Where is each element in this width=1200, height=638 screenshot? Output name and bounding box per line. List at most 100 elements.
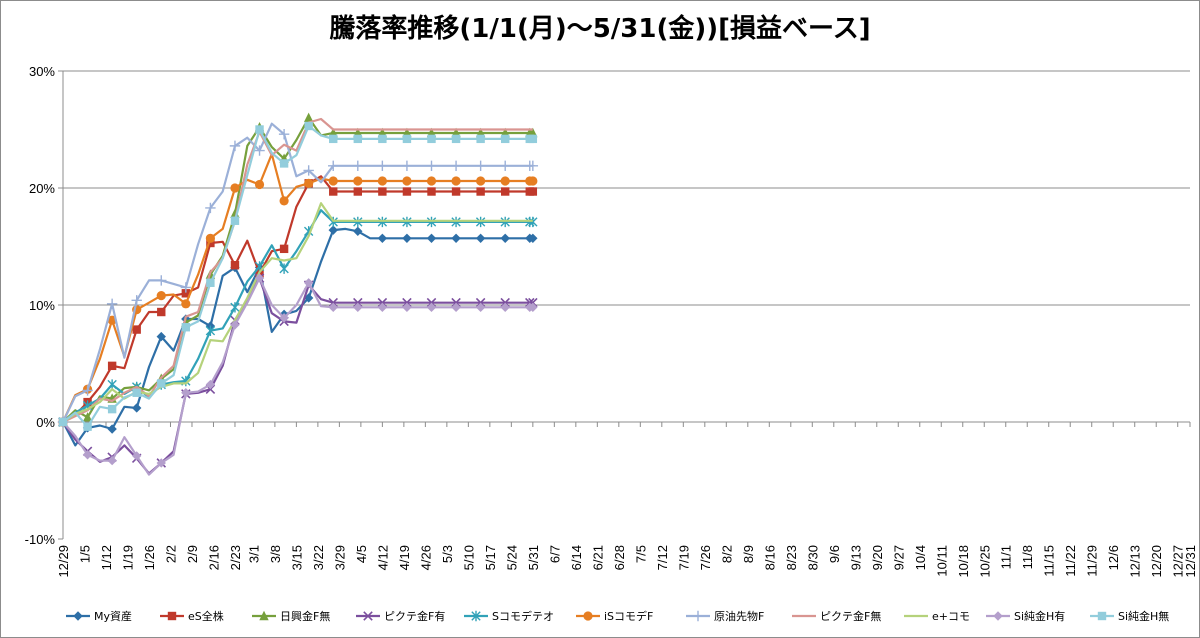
legend-item: My資産 bbox=[66, 610, 132, 623]
data-point bbox=[107, 379, 117, 390]
data-point bbox=[329, 134, 338, 144]
legend-marker bbox=[1097, 611, 1107, 621]
x-tick-label: 10/11 bbox=[934, 545, 949, 577]
data-point bbox=[528, 187, 538, 196]
data-point bbox=[230, 216, 240, 225]
data-point bbox=[107, 361, 117, 371]
legend-label: Sコモデテオ bbox=[492, 609, 554, 623]
data-point bbox=[181, 388, 191, 398]
x-tick-label: 1/26 bbox=[142, 545, 157, 570]
data-point bbox=[353, 134, 363, 144]
data-point bbox=[377, 216, 388, 228]
legend-item: eS全株 bbox=[160, 609, 224, 623]
data-point bbox=[501, 134, 510, 144]
data-point bbox=[181, 289, 191, 298]
data-point bbox=[157, 379, 166, 388]
x-tick-label: 7/26 bbox=[698, 545, 713, 570]
x-tick-label: 6/14 bbox=[569, 545, 584, 570]
legend-label: Si純金H無 bbox=[1118, 609, 1169, 623]
data-point bbox=[402, 302, 412, 313]
data-point bbox=[303, 112, 314, 122]
data-point bbox=[402, 216, 412, 228]
data-point bbox=[450, 160, 462, 171]
data-point bbox=[451, 134, 461, 144]
data-point bbox=[500, 233, 510, 244]
data-point bbox=[500, 216, 510, 228]
data-point bbox=[402, 176, 412, 186]
data-point bbox=[451, 302, 461, 313]
legend-item: iSコモデF bbox=[576, 609, 653, 623]
data-point bbox=[303, 165, 314, 176]
legend-item: ピクテ金F無 bbox=[792, 609, 881, 623]
data-point bbox=[230, 302, 240, 313]
data-point bbox=[402, 134, 412, 144]
data-point bbox=[131, 295, 142, 306]
data-point bbox=[451, 216, 461, 228]
x-tick-label: 11/15 bbox=[1042, 545, 1057, 577]
x-tick-label: 6/28 bbox=[612, 545, 627, 570]
data-point bbox=[378, 134, 387, 144]
data-point bbox=[156, 275, 167, 286]
data-point bbox=[206, 278, 215, 287]
data-point bbox=[451, 233, 461, 244]
x-tick-labels: 12/29 1/5 1/12 1/19 1/26 2/2 2/9 2/16 2/23 3/1 3/8… bbox=[56, 545, 1198, 578]
data-point bbox=[304, 121, 313, 131]
x-tick-label: 9/6 bbox=[827, 545, 842, 563]
series-line bbox=[62, 124, 533, 428]
legend-item: 日興金F無 bbox=[252, 609, 330, 623]
x-tick-label: 2/2 bbox=[163, 545, 178, 563]
data-point bbox=[426, 302, 437, 313]
data-point bbox=[451, 187, 461, 196]
series-line bbox=[61, 153, 533, 423]
legend: My資産 eS全株 日興金F無 ピクテ金F有 Sコモデテオ iSコモデF 原油先物F ピクテ金… bbox=[66, 609, 1169, 623]
x-tick-label: 2/16 bbox=[206, 545, 221, 570]
x-tick-label: 5/17 bbox=[483, 545, 498, 570]
legend-label: My資産 bbox=[94, 610, 132, 623]
series-lines bbox=[57, 112, 539, 476]
x-tick-label: 10/25 bbox=[977, 545, 992, 578]
legend-label: ピクテ金F有 bbox=[384, 609, 445, 623]
data-point bbox=[132, 451, 142, 461]
x-tick-label: 1/12 bbox=[99, 545, 114, 570]
x-tick-label: 1/19 bbox=[120, 545, 135, 570]
data-point bbox=[303, 278, 314, 288]
series-line bbox=[62, 116, 533, 423]
data-point bbox=[181, 299, 191, 309]
legend-marker bbox=[583, 611, 593, 621]
data-point bbox=[528, 176, 538, 186]
series-line bbox=[62, 117, 533, 423]
data-point bbox=[132, 388, 141, 397]
data-point bbox=[107, 424, 117, 434]
data-point bbox=[255, 125, 264, 134]
data-point bbox=[329, 187, 338, 196]
data-point bbox=[181, 323, 191, 332]
data-point bbox=[378, 187, 387, 196]
data-point bbox=[304, 178, 314, 188]
data-point bbox=[426, 216, 437, 228]
x-tick-label: 12/31 bbox=[1183, 545, 1198, 578]
x-tick-label: 3/1 bbox=[246, 545, 261, 563]
legend-label: e+コモ bbox=[932, 610, 970, 623]
x-tick-label: 7/5 bbox=[633, 545, 648, 563]
legend-marker bbox=[73, 611, 83, 621]
data-point bbox=[206, 238, 215, 248]
data-point bbox=[475, 302, 486, 313]
data-point bbox=[180, 282, 192, 293]
data-point bbox=[377, 302, 388, 313]
data-point bbox=[451, 176, 461, 186]
legend-label: 日興金F無 bbox=[280, 609, 330, 623]
data-point bbox=[353, 302, 363, 313]
x-tick-label: 7/19 bbox=[676, 545, 691, 570]
legend-item: Si純金H無 bbox=[1090, 609, 1169, 623]
data-point bbox=[254, 179, 265, 190]
legend-marker bbox=[167, 611, 177, 621]
data-point bbox=[528, 302, 538, 313]
legend-item: Sコモデテオ bbox=[464, 609, 554, 623]
x-tick-label: 4/19 bbox=[397, 545, 412, 570]
y-tick-label: 20% bbox=[29, 181, 55, 196]
x-tick-label: 4/5 bbox=[354, 545, 369, 563]
legend-item: 原油先物F bbox=[686, 609, 764, 623]
data-point bbox=[328, 302, 338, 313]
series-line bbox=[62, 122, 533, 423]
legend-marker bbox=[259, 610, 269, 621]
